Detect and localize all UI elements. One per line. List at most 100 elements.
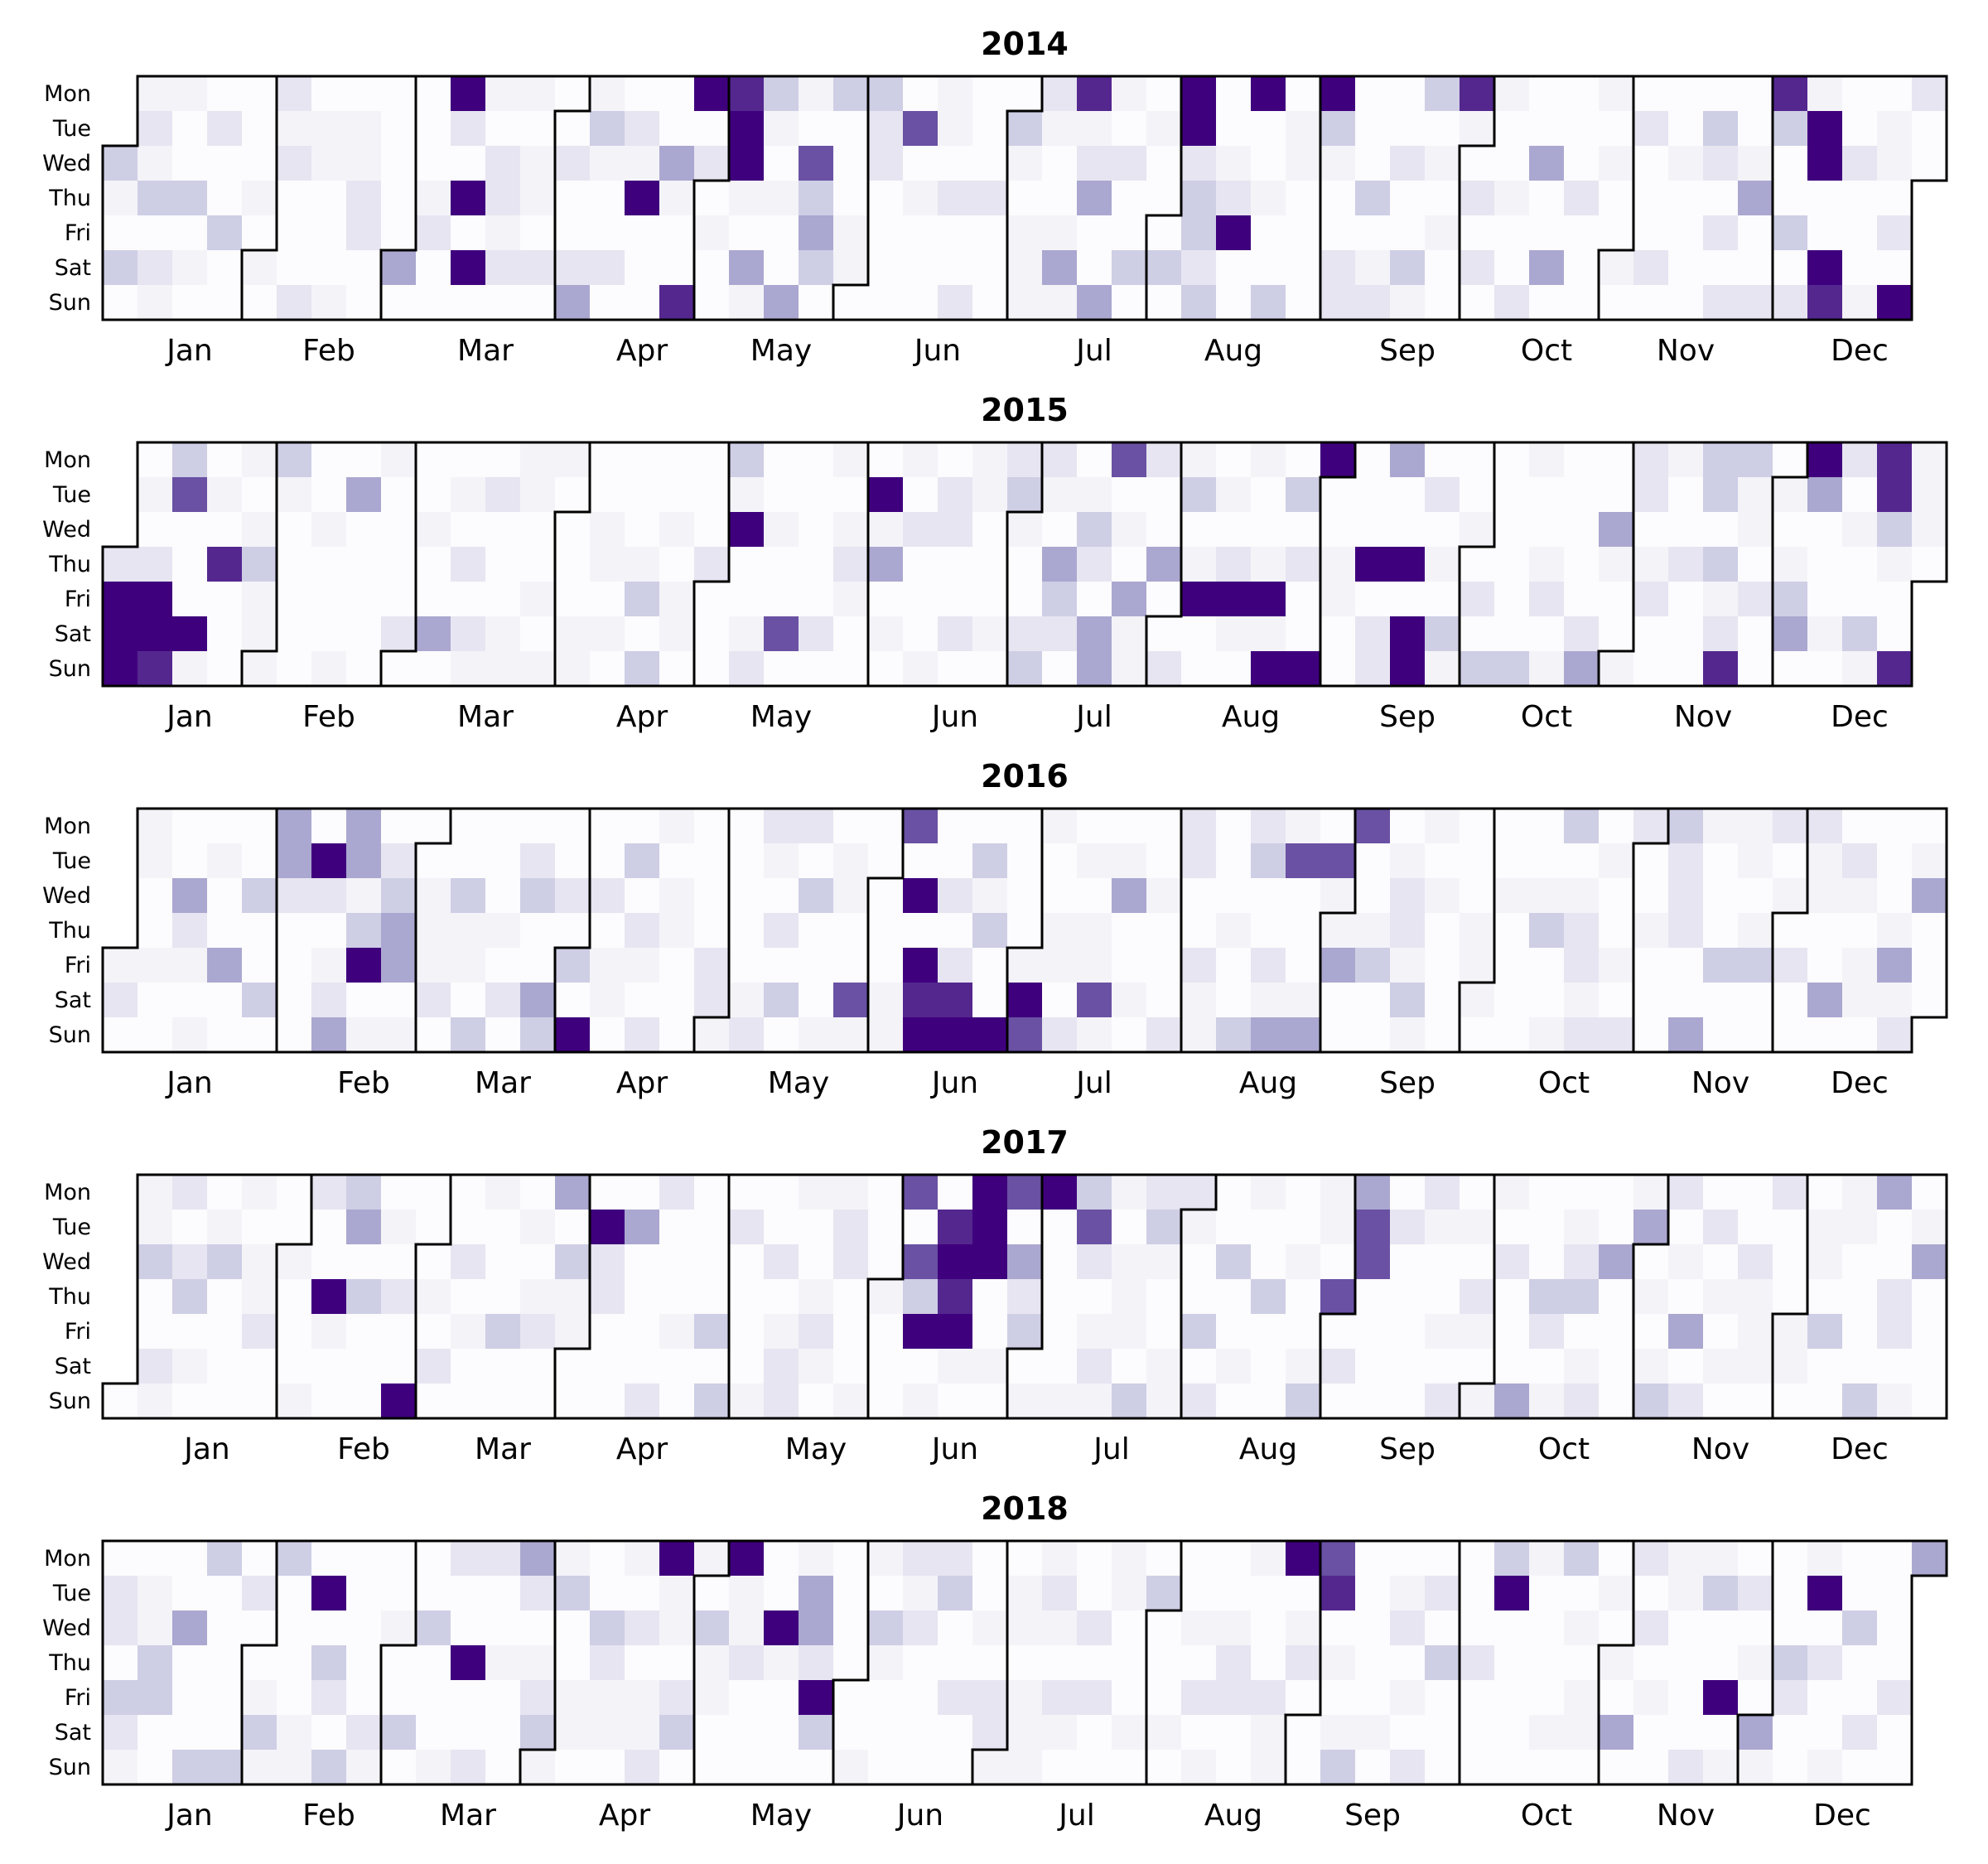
day-cell: [451, 547, 486, 582]
day-cell: [1599, 1610, 1634, 1646]
day-cell: [1007, 1314, 1043, 1350]
day-cell: [764, 1175, 799, 1210]
day-cell: [242, 1279, 277, 1315]
day-cell: [1077, 477, 1112, 513]
day-cell: [1320, 1680, 1356, 1716]
day-cell: [903, 146, 939, 181]
day-cell: [1112, 442, 1147, 478]
day-cell: [1807, 651, 1843, 687]
day-cell: [138, 1017, 173, 1053]
day-cell: [138, 76, 173, 112]
day-cell: [1320, 146, 1356, 181]
day-cell: [1842, 181, 1878, 216]
day-cell: [1703, 477, 1739, 513]
day-cell: [138, 878, 173, 914]
day-cell: [311, 250, 347, 286]
day-cell: [729, 651, 765, 687]
day-cell: [1877, 1314, 1913, 1350]
day-cell: [1564, 111, 1600, 147]
day-cell: [451, 1750, 486, 1785]
day-cell: [1807, 1541, 1843, 1577]
day-cell: [207, 250, 243, 286]
day-cell: [1425, 983, 1460, 1018]
month-borders: [101, 75, 1948, 321]
month-label: Feb: [302, 1799, 355, 1833]
day-cell: [381, 1610, 417, 1646]
day-cell: [207, 948, 243, 983]
day-cell: [729, 1645, 765, 1681]
day-cell: [1668, 1210, 1704, 1245]
day-cell: [1251, 582, 1286, 617]
day-cell: [1877, 1680, 1913, 1716]
day-cell: [1703, 1279, 1739, 1315]
day-cell: [625, 1384, 660, 1419]
day-cell: [1425, 1175, 1460, 1210]
day-cell: [346, 1244, 382, 1280]
day-cell: [1703, 547, 1739, 582]
month-label: Dec: [1831, 700, 1889, 734]
day-cell: [311, 1680, 347, 1716]
day-cell: [972, 1576, 1008, 1611]
month-label: Oct: [1521, 700, 1572, 734]
day-cell: [868, 215, 904, 251]
day-cell: [1877, 1750, 1913, 1785]
day-cell: [1077, 250, 1112, 286]
day-cell: [1112, 1715, 1147, 1751]
day-cell: [138, 616, 173, 652]
day-cell: [1529, 285, 1565, 321]
day-cell: [903, 285, 939, 321]
day-cell: [242, 76, 277, 112]
day-cell: [1251, 547, 1286, 582]
day-cell: [1529, 1175, 1565, 1210]
day-cell: [242, 1314, 277, 1350]
day-cell: [1181, 1715, 1217, 1751]
day-cell: [485, 1750, 521, 1785]
day-cell: [103, 547, 138, 582]
day-cell: [1703, 1680, 1739, 1716]
month-label: Mar: [475, 1432, 531, 1466]
day-cell: [207, 616, 243, 652]
day-cell: [277, 878, 312, 914]
day-cell: [138, 1541, 173, 1577]
day-cell: [311, 215, 347, 251]
day-cell: [1320, 1384, 1356, 1419]
day-cell: [277, 215, 312, 251]
day-cell: [1146, 1610, 1182, 1646]
day-cell: [485, 512, 521, 548]
day-cell: [1251, 1384, 1286, 1419]
day-cell: [1738, 878, 1773, 914]
day-cell: [833, 1349, 869, 1384]
weekday-label: Mon: [44, 1546, 91, 1572]
day-cell: [451, 442, 486, 478]
day-cell: [659, 1384, 695, 1419]
day-cell: [799, 878, 834, 914]
day-cell: [1633, 250, 1669, 286]
day-cell: [903, 1384, 939, 1419]
day-cell: [1112, 477, 1147, 513]
day-cell: [485, 146, 521, 181]
day-cell: [346, 250, 382, 286]
day-cell: [1042, 1576, 1078, 1611]
day-cell: [590, 1541, 625, 1577]
day-cell: [868, 843, 904, 879]
day-cell: [1494, 215, 1530, 251]
day-cell: [1738, 1680, 1773, 1716]
day-cell: [1251, 1314, 1286, 1350]
day-cell: [1146, 146, 1182, 181]
day-cell: [1146, 285, 1182, 321]
day-cell: [1112, 809, 1147, 844]
day-cell: [1912, 948, 1947, 983]
day-cell: [1877, 181, 1913, 216]
day-cell: [799, 512, 834, 548]
day-cell: [1007, 1384, 1043, 1419]
day-cell: [1564, 1541, 1600, 1577]
day-cell: [1355, 181, 1391, 216]
day-cell: [346, 547, 382, 582]
day-cell: [694, 250, 730, 286]
day-cell: [1460, 146, 1495, 181]
day-cell: [1146, 582, 1182, 617]
day-cell: [416, 1541, 451, 1577]
day-cell: [1146, 547, 1182, 582]
day-cell: [729, 1715, 765, 1751]
day-cell: [277, 181, 312, 216]
